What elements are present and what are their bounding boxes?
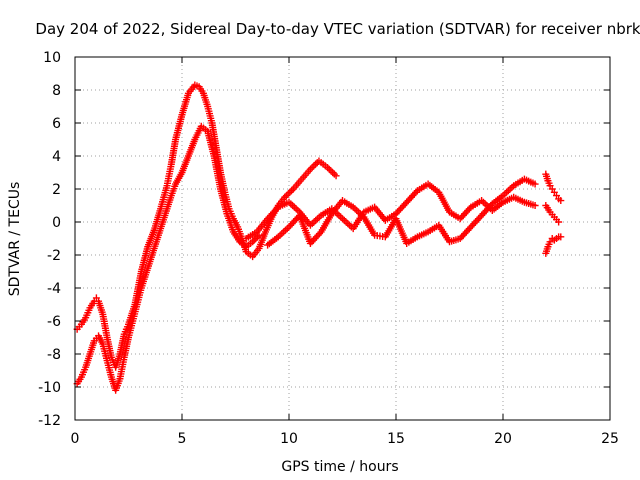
data-point-fill [330, 170, 338, 178]
data-point [557, 197, 565, 205]
y-tick-label: -12 [38, 413, 61, 429]
x-tick-label: 0 [71, 431, 80, 447]
grid [75, 57, 610, 420]
data-point-fill [327, 167, 335, 175]
y-axis: -12 -10 -8 -6 -4 -2 0 2 4 6 8 10 [38, 50, 610, 429]
y-tick-label: -2 [47, 248, 61, 264]
x-tick-label: 10 [280, 431, 298, 447]
x-tick-label: 15 [387, 431, 405, 447]
x-tick-label: 25 [601, 431, 619, 447]
data-marks [73, 81, 565, 394]
data-point-fill [286, 188, 294, 196]
y-tick-label: 2 [52, 182, 61, 198]
series-track-f [542, 233, 565, 257]
y-tick-label: 8 [52, 83, 61, 99]
data-point-fill [308, 164, 316, 172]
series-track-a [73, 81, 340, 371]
series-track-g [542, 202, 563, 226]
series-track-d [264, 175, 539, 249]
y-tick-label: 10 [43, 50, 61, 66]
data-point-fill [325, 165, 333, 173]
plot-frame [74, 56, 611, 421]
y-tick-label: 6 [52, 116, 61, 132]
y-tick-label: -4 [47, 281, 61, 297]
data-point [531, 202, 539, 209]
data-point-fill [312, 160, 320, 168]
x-tick-label: 20 [494, 431, 512, 447]
series-track-e [542, 170, 565, 205]
y-axis-label: SDTVAR / TECUs [7, 182, 23, 297]
data-point [557, 233, 565, 241]
y-tick-label: 0 [52, 215, 61, 231]
data-point [332, 172, 340, 180]
data-point [531, 180, 539, 188]
x-axis-label: GPS time / hours [281, 459, 398, 475]
data-point-fill [284, 190, 292, 198]
data-point-fill [310, 162, 318, 170]
x-axis: 0 5 10 15 20 25 [71, 57, 619, 447]
y-tick-label: -6 [47, 314, 61, 330]
series-track-b [73, 122, 263, 394]
data-point-fill [329, 169, 337, 176]
y-tick-label: 4 [52, 149, 61, 165]
x-tick-label: 5 [178, 431, 187, 447]
y-tick-label: -10 [38, 380, 61, 396]
data-point [555, 218, 563, 226]
chart-title: Day 204 of 2022, Sidereal Day-to-day VTE… [35, 20, 640, 38]
y-tick-label: -8 [47, 347, 61, 363]
